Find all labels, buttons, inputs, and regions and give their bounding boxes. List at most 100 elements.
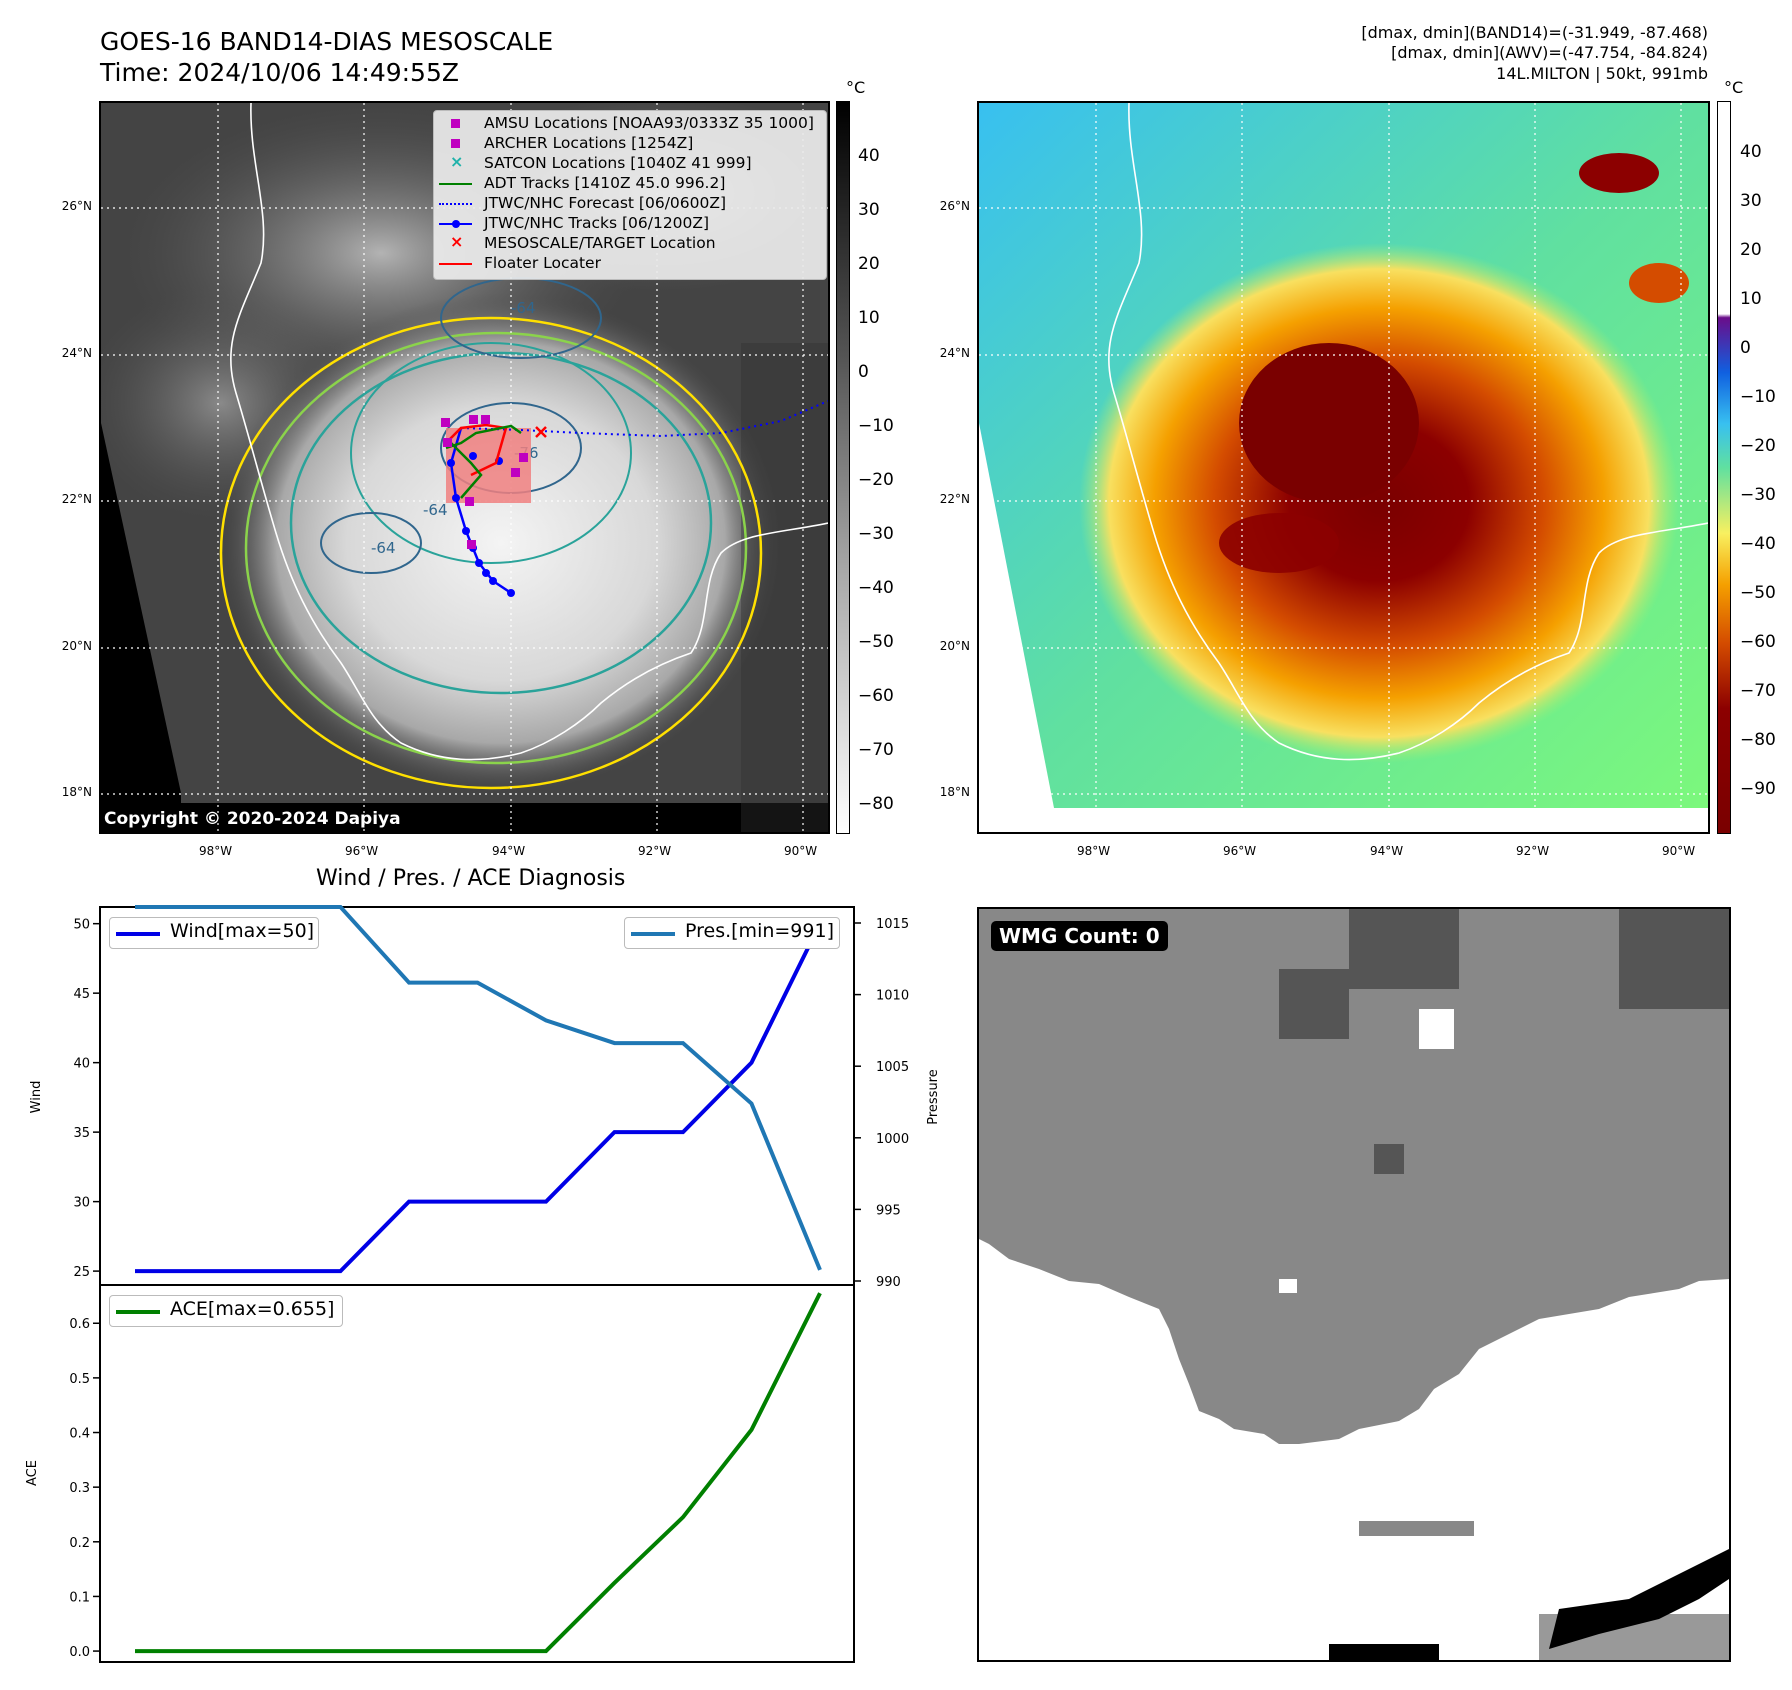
- pressure-legend: Pres.[min=991]: [624, 917, 840, 949]
- cbr-tick: −80: [1740, 730, 1776, 750]
- wind-tick: 25: [73, 1265, 90, 1280]
- cbl-tick: −80: [858, 794, 894, 814]
- lat-label-22: 22°N: [61, 492, 92, 506]
- cbr-tick: 0: [1740, 338, 1751, 358]
- cbr-tick: −60: [1740, 632, 1776, 652]
- awv-map-image: [979, 103, 1708, 832]
- lon-label-96: 96°W: [345, 844, 379, 858]
- wmg-count-badge: WMG Count: 0: [991, 921, 1168, 951]
- cbl-tick: −50: [858, 632, 894, 652]
- pressure-line-icon: [631, 932, 675, 936]
- ace-tick: 0.4: [69, 1427, 90, 1442]
- wmg-image: [979, 909, 1729, 1660]
- lat-label-22-right: 22°N: [939, 492, 970, 506]
- wind-tick: 35: [73, 1126, 90, 1141]
- lon-label-94: 94°W: [492, 844, 526, 858]
- lat-label-26-right: 26°N: [939, 199, 970, 213]
- cbl-tick: −40: [858, 578, 894, 598]
- lat-label-20-right: 20°N: [939, 639, 970, 653]
- lat-label-20: 20°N: [61, 639, 92, 653]
- square-marker-icon: [451, 139, 460, 148]
- cbl-tick: 40: [858, 146, 880, 166]
- x-marker-icon: ×: [450, 152, 464, 171]
- cbr-tick: −10: [1740, 387, 1776, 407]
- cbl-tick: 10: [858, 308, 880, 328]
- dotted-line-icon: [439, 203, 472, 205]
- lon-label-92: 92°W: [638, 844, 672, 858]
- ace-axis-label: ACE: [25, 1460, 40, 1486]
- lon-label-96-right: 96°W: [1223, 844, 1257, 858]
- lat-label-18: 18°N: [61, 785, 92, 799]
- contour-label-4: -64: [371, 539, 396, 557]
- lat-label-18-right: 18°N: [939, 785, 970, 799]
- lon-label-90: 90°W: [784, 844, 818, 858]
- colorbar-right-unit: °C: [1724, 78, 1744, 97]
- pressure-tick: 990: [876, 1275, 901, 1290]
- cbr-tick: −20: [1740, 436, 1776, 456]
- ace-tick: 0.6: [69, 1317, 90, 1332]
- ace-series-line: [135, 1292, 822, 1654]
- diagnosis-title: Wind / Pres. / ACE Diagnosis: [316, 866, 626, 891]
- wind-tick: 50: [73, 918, 90, 933]
- lon-label-94-right: 94°W: [1370, 844, 1404, 858]
- cbr-tick: 20: [1740, 240, 1762, 260]
- cbl-tick: −30: [858, 524, 894, 544]
- contour-label-1: -64: [511, 299, 536, 317]
- square-marker-icon: [451, 119, 460, 128]
- ir-map-panel: -64 -76 -64 -64: [99, 101, 830, 834]
- cbl-tick: −10: [858, 416, 894, 436]
- lon-label-92-right: 92°W: [1516, 844, 1550, 858]
- wind-tick: 45: [73, 987, 90, 1002]
- pressure-tick: 1005: [876, 1060, 909, 1075]
- lat-label-26: 26°N: [61, 199, 92, 213]
- ace-tick: 0.3: [69, 1481, 90, 1496]
- map-legend: AMSU Locations [NOAA93/0333Z 35 1000] AR…: [433, 110, 827, 280]
- pressure-tick: 1010: [876, 989, 909, 1004]
- info-line-2: [dmax, dmin](AWV)=(-47.754, -84.824): [1391, 43, 1708, 62]
- ace-line-icon: [116, 1310, 160, 1314]
- pressure-axis-label: Pressure: [926, 1069, 941, 1125]
- cbr-tick: −70: [1740, 681, 1776, 701]
- pressure-tick: 1015: [876, 917, 909, 932]
- colorbar-right: [1717, 101, 1731, 834]
- ace-legend: ACE[max=0.655]: [109, 1295, 343, 1327]
- wind-axis-label: Wind: [29, 1081, 44, 1114]
- cbr-tick: −90: [1740, 779, 1776, 799]
- lon-label-98: 98°W: [199, 844, 233, 858]
- wmg-panel: WMG Count: 0: [977, 907, 1731, 1662]
- diagnosis-chart: 50 45 40 35 30 25 1015 1010 1005 1000 99…: [25, 905, 941, 1663]
- ace-tick: 0.0: [69, 1645, 90, 1660]
- ace-tick: 0.2: [69, 1536, 90, 1551]
- wind-series-line: [135, 922, 822, 1274]
- pressure-series-line: [135, 905, 822, 1271]
- lon-label-98-right: 98°W: [1077, 844, 1111, 858]
- info-line-3: 14L.MILTON | 50kt, 991mb: [1496, 64, 1708, 83]
- contour-label-3: -64: [423, 501, 448, 519]
- colorbar-left: [836, 101, 850, 834]
- cbr-tick: 10: [1740, 289, 1762, 309]
- line-marker-icon: [439, 263, 472, 265]
- cbl-tick: 0: [858, 362, 869, 382]
- cbl-tick: 30: [858, 200, 880, 220]
- pressure-tick: 995: [876, 1203, 901, 1218]
- cbl-tick: −20: [858, 470, 894, 490]
- lon-label-90-right: 90°W: [1662, 844, 1696, 858]
- cbr-tick: 40: [1740, 142, 1762, 162]
- awv-map-panel: [977, 101, 1710, 834]
- title-line-1: GOES-16 BAND14-DIAS MESOSCALE: [100, 27, 554, 56]
- lat-label-24-right: 24°N: [939, 346, 970, 360]
- ace-tick: 0.1: [69, 1590, 90, 1605]
- pressure-tick: 1000: [876, 1132, 909, 1147]
- copyright: Copyright © 2020-2024 Dapiya: [104, 809, 401, 829]
- cbl-tick: −70: [858, 740, 894, 760]
- line-marker-icon: [439, 183, 472, 185]
- wind-legend: Wind[max=50]: [109, 917, 319, 949]
- cbr-tick: −50: [1740, 583, 1776, 603]
- title-line-2: Time: 2024/10/06 14:49:55Z: [100, 58, 459, 87]
- wind-tick: 30: [73, 1196, 90, 1211]
- x-marker-icon: ×: [450, 232, 464, 251]
- ace-tick: 0.5: [69, 1372, 90, 1387]
- info-line-1: [dmax, dmin](BAND14)=(-31.949, -87.468): [1361, 23, 1708, 42]
- colorbar-left-unit: °C: [846, 78, 866, 97]
- cbr-tick: −40: [1740, 534, 1776, 554]
